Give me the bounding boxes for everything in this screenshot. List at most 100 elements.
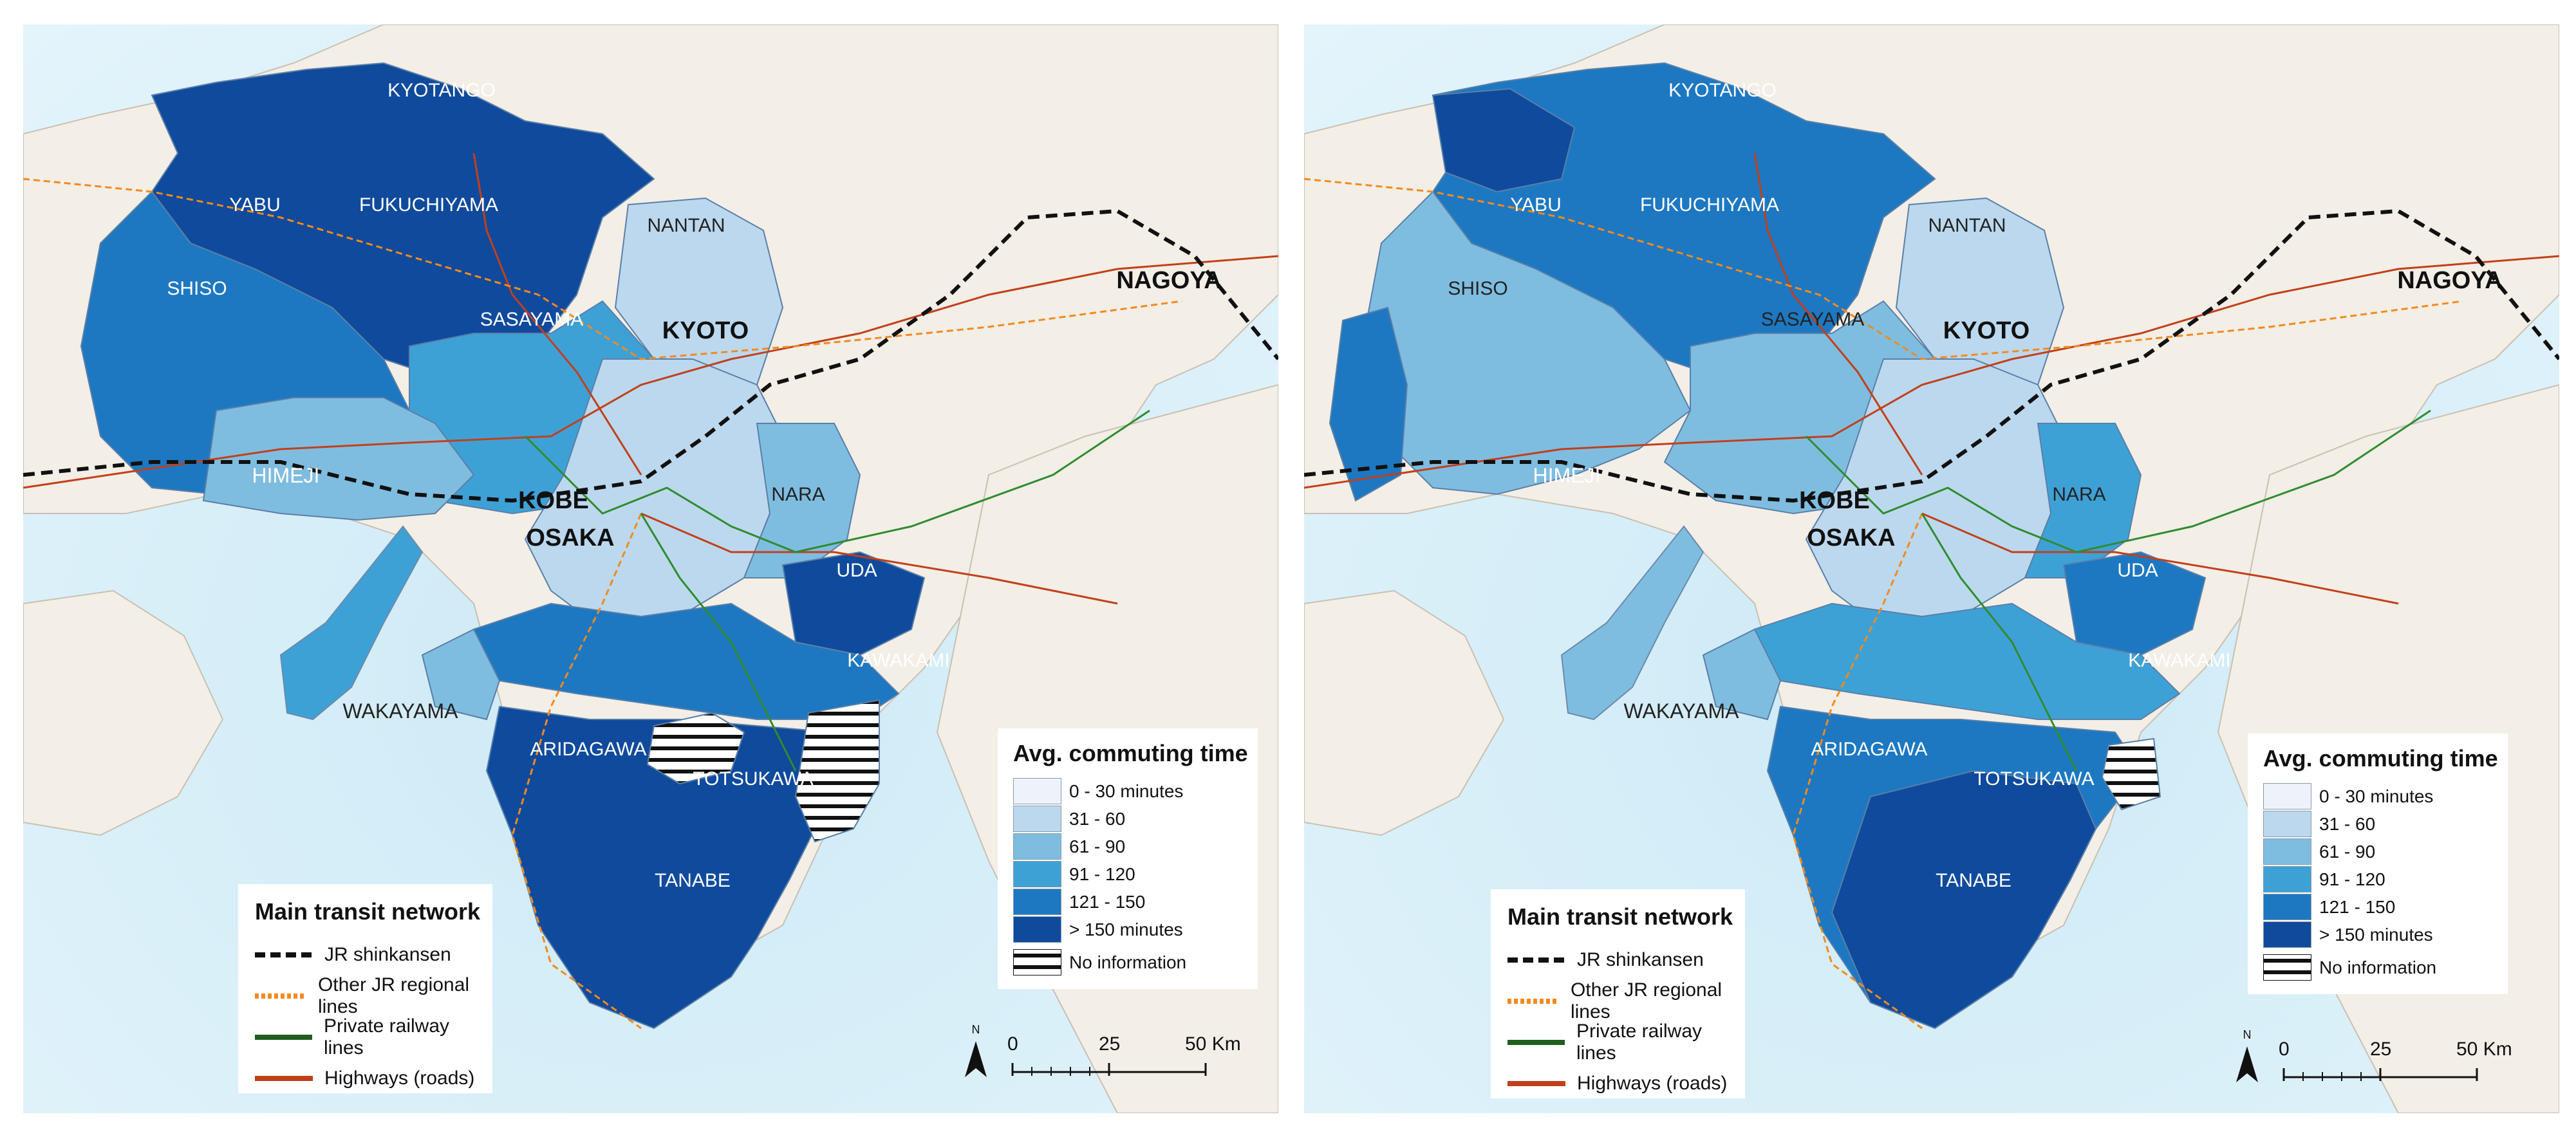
shinkansen-swatch: [1507, 957, 1565, 963]
label-wakayama: WAKAYAMA: [343, 699, 459, 723]
transit-legend-label: Other JR regional lines: [1570, 979, 1722, 1022]
shinkansen-line: [1304, 208, 2559, 503]
legend-swatch: [2263, 811, 2311, 837]
region-wakayama-light: [421, 628, 501, 721]
private-rail-line-2: [640, 513, 797, 772]
label-tanabe: TANABE: [655, 870, 731, 891]
legend-swatch: [1013, 833, 1061, 860]
label-yabu: YABU: [1510, 194, 1561, 216]
legend-swatch: [1013, 861, 1061, 887]
choropleth-map-left: KYOTANGO YABU FUKUCHIYAMA NANTAN SHISO S…: [23, 24, 1278, 1113]
legend-swatch: [1013, 778, 1061, 804]
transit-legend-item: Private railway lines: [1507, 1021, 1745, 1064]
regional-line-2: [511, 513, 642, 1030]
transit-legend-item: Highways (roads): [255, 1058, 492, 1099]
region-kyoto-osaka-pale: [1805, 358, 2065, 631]
legend-label: 31 - 60: [1069, 808, 1126, 829]
transit-legend-title: Main transit network: [255, 898, 481, 925]
legend-label: No information: [1069, 952, 1187, 972]
label-wakayama: WAKAYAMA: [1624, 699, 1740, 723]
label-nantan: NANTAN: [647, 215, 725, 236]
label-kawakami: KAWAKAMI: [847, 650, 949, 671]
legend-swatch-hatch: [1013, 949, 1061, 975]
label-yabu: YABU: [229, 194, 280, 216]
highway-line-2: [640, 512, 1118, 605]
highway-line-3: [1753, 153, 1923, 476]
legend-swatch: [1013, 889, 1061, 915]
highway-line: [1304, 255, 2559, 489]
transit-legend-item: JR shinkansen: [1507, 939, 1745, 981]
transit-legend-label: JR shinkansen: [1577, 949, 1704, 970]
legend-label: 91 - 120: [2319, 869, 2385, 889]
label-shiso: SHISO: [1448, 278, 1507, 299]
commute-legend-item: No information: [1013, 948, 1258, 976]
commute-legend-item: 121 - 150: [1013, 888, 1258, 916]
transit-legend-item: Other JR regional lines: [1507, 979, 1745, 1022]
label-nara: NARA: [771, 484, 825, 505]
commute-legend-item: 91 - 120: [1013, 860, 1258, 888]
region-kyoto-osaka-pale: [524, 358, 784, 631]
transit-legend-label: Other JR regional lines: [317, 974, 470, 1017]
label-osaka: OSAKA: [1807, 524, 1895, 551]
highway-line-2: [1921, 512, 2399, 605]
scale-tick-25: 25: [2370, 1039, 2392, 1060]
legend-label: 31 - 60: [2319, 813, 2376, 834]
label-totsukawa: TOTSUKAWA: [693, 768, 813, 790]
legend-swatch-hatch: [2263, 954, 2311, 981]
legend-swatch: [1013, 916, 1061, 943]
scale-tick-25: 25: [1099, 1033, 1121, 1055]
label-shiso: SHISO: [167, 278, 227, 299]
transit-legend-item: Private railway lines: [255, 1015, 492, 1058]
choropleth-map-right: KYOTANGO YABU FUKUCHIYAMA NANTAN SHISO S…: [1304, 24, 2559, 1113]
regional-line-swatch: [1507, 999, 1559, 1004]
label-kyoto: KYOTO: [662, 317, 749, 344]
transit-legend-label: Highways (roads): [324, 1068, 475, 1089]
commute-legend-item: 61 - 90: [2263, 838, 2508, 865]
transit-legend-item: Highways (roads): [1507, 1063, 1745, 1104]
region-no-info: [2101, 737, 2161, 811]
label-aridagawa: ARIDAGAWA: [530, 739, 646, 760]
label-fukuchiyama: FUKUCHIYAMA: [1640, 194, 1779, 216]
scale-ruler: [1011, 1063, 1207, 1076]
transit-legend-label: Private railway lines: [323, 1015, 450, 1058]
label-osaka: OSAKA: [526, 524, 614, 551]
label-nantan: NANTAN: [1928, 215, 2006, 236]
private-rail-line: [1805, 409, 2431, 553]
scale-tick-0: 0: [2279, 1039, 2290, 1060]
legend-label: > 150 minutes: [2319, 924, 2433, 945]
legend-swatch: [2263, 783, 2311, 809]
label-kyotango: KYOTANGO: [1668, 80, 1777, 101]
legend-swatch: [2263, 894, 2311, 920]
transit-legend-item: Other JR regional lines: [255, 974, 492, 1017]
label-himeji: HIMEJI: [252, 464, 320, 487]
commute-legend-item: 91 - 120: [2263, 865, 2508, 893]
legend-label: 61 - 90: [1069, 836, 1126, 856]
commute-legend-item: 31 - 60: [1013, 805, 1258, 833]
municipalities: [80, 62, 926, 1030]
region-north-dark: [1432, 88, 1576, 193]
commute-legend-item: > 150 minutes: [2263, 921, 2508, 948]
transit-legend: Main transit network JR shinkansen Other…: [1491, 889, 1745, 1098]
north-arrow-icon: N: [2236, 1028, 2258, 1082]
highway-swatch: [255, 1076, 313, 1081]
land-mass-west: [1304, 589, 1505, 837]
label-kyotango: KYOTANGO: [387, 80, 496, 101]
legend-swatch: [1013, 806, 1061, 832]
commute-legend-item: 121 - 150: [2263, 893, 2508, 921]
transit-legend-label: JR shinkansen: [324, 944, 451, 965]
label-tanabe: TANABE: [1936, 870, 2011, 891]
legend-label: No information: [2319, 957, 2437, 977]
private-rail-line: [524, 409, 1150, 553]
private-rail-line-2: [1921, 513, 2078, 772]
commute-legend-item: 0 - 30 minutes: [2263, 782, 2508, 810]
scale-tick-50: 50 Km: [2456, 1039, 2512, 1060]
label-sasayama: SASAYAMA: [1761, 309, 1865, 330]
region-wakayama-light: [1702, 628, 1782, 721]
private-rail-swatch: [255, 1035, 312, 1040]
region-west-mid: [1329, 306, 1408, 502]
legend-label: 0 - 30 minutes: [1069, 781, 1184, 801]
legend-label: 91 - 120: [1069, 864, 1135, 884]
transit-lines: [23, 153, 1278, 1030]
region-no-info-2: [794, 699, 880, 843]
transit-legend-label: Private railway lines: [1576, 1021, 1703, 1064]
